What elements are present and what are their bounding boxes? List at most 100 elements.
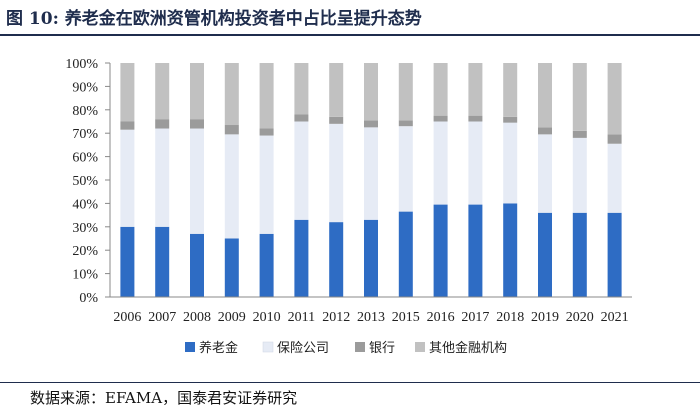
source-note: 数据来源：EFAMA，国泰君安证券研究 (30, 389, 298, 407)
bar-2006-series-1 (120, 129, 135, 227)
bar-2015-series-0 (398, 211, 413, 297)
bar-2007-series-1 (155, 128, 170, 227)
x-tick-label: 2020 (566, 310, 594, 325)
bar-2021-series-2 (607, 134, 622, 144)
bar-2018-series-3 (503, 63, 518, 117)
bar-2021-series-3 (607, 63, 622, 135)
x-tick-label: 2011 (288, 310, 315, 325)
y-tick-label: 30% (72, 221, 98, 236)
bar-2019-series-3 (538, 63, 552, 128)
bar-2009-series-2 (224, 125, 239, 135)
bar-2020-series-3 (572, 63, 587, 131)
bar-2021-series-1 (607, 143, 622, 213)
bar-2019-series-0 (538, 212, 552, 297)
y-tick-label: 50% (72, 174, 98, 189)
bar-2016-series-0 (433, 204, 448, 297)
bar-2008-series-3 (190, 63, 204, 120)
bar-2010-series-0 (259, 233, 274, 297)
legend-label-3: 其他金融机构 (429, 340, 507, 356)
bar-2009-series-0 (224, 238, 239, 297)
figure-title: 图 10: 养老金在欧洲资管机构投资者中占比呈提升态势 (6, 9, 422, 29)
legend-swatch-2 (355, 342, 365, 352)
bar-2016-series-3 (433, 63, 448, 116)
x-tick-label: 2008 (183, 310, 211, 325)
bar-2013-series-2 (364, 120, 378, 128)
bar-2011-series-1 (294, 121, 309, 220)
y-tick-label: 20% (72, 244, 98, 259)
bar-2012-series-2 (329, 116, 344, 124)
y-tick-label: 10% (72, 268, 98, 283)
bar-2012-series-3 (329, 63, 344, 117)
bar-2015-series-3 (398, 63, 413, 121)
y-tick-label: 90% (72, 80, 98, 95)
bar-2020-series-1 (572, 137, 587, 213)
title-divider (0, 34, 700, 36)
bars-layer (120, 63, 622, 297)
bar-2012-series-1 (329, 123, 344, 223)
x-tick-label: 2013 (357, 310, 385, 325)
x-tick-label: 2010 (253, 310, 281, 325)
x-tick-label: 2009 (218, 310, 246, 325)
bar-2010-series-3 (259, 63, 274, 129)
bar-2021-series-0 (607, 212, 622, 297)
legend-swatch-3 (415, 342, 425, 352)
bar-2019-series-1 (538, 134, 552, 213)
legend-swatch-0 (185, 342, 195, 352)
x-tick-label: 2012 (322, 310, 350, 325)
bar-2008-series-2 (190, 119, 204, 129)
bar-2017-series-1 (468, 121, 483, 205)
bar-2006-series-2 (120, 121, 135, 130)
bar-2016-series-2 (433, 115, 448, 122)
bar-2011-series-0 (294, 219, 309, 297)
x-tick-label: 2019 (531, 310, 559, 325)
bar-2016-series-1 (433, 121, 448, 205)
y-tick-label: 80% (72, 104, 98, 119)
bar-2013-series-1 (364, 127, 378, 220)
bar-2020-series-0 (572, 212, 587, 297)
bar-2007-series-3 (155, 63, 170, 120)
bar-2006-series-0 (120, 226, 135, 297)
bar-2018-series-2 (503, 116, 518, 123)
bar-2017-series-0 (468, 204, 483, 297)
legend: 养老金 保险公司 银行 其他金融机构 (185, 340, 507, 356)
bar-2015-series-1 (398, 126, 413, 212)
bar-2015-series-2 (398, 120, 413, 127)
legend-label-0: 养老金 (199, 340, 238, 356)
bar-2020-series-2 (572, 130, 587, 138)
x-tick-label: 2016 (427, 310, 455, 325)
bar-2008-series-1 (190, 128, 204, 234)
bar-2017-series-3 (468, 63, 483, 116)
bar-2009-series-1 (224, 134, 239, 239)
bar-2013-series-0 (364, 219, 378, 297)
bar-2011-series-3 (294, 63, 309, 115)
bar-2019-series-2 (538, 127, 552, 135)
x-tick-label: 2021 (601, 310, 629, 325)
y-tick-label: 70% (72, 127, 98, 142)
bar-2010-series-1 (259, 135, 274, 234)
bar-2017-series-2 (468, 115, 483, 122)
bar-2018-series-1 (503, 122, 518, 204)
bar-2008-series-0 (190, 233, 204, 297)
bar-2012-series-0 (329, 222, 344, 297)
bar-2013-series-3 (364, 63, 378, 121)
x-tick-label: 2018 (496, 310, 524, 325)
bar-2011-series-2 (294, 114, 309, 122)
source-divider (0, 382, 700, 383)
x-tick-label: 2007 (148, 310, 176, 325)
y-tick-label: 40% (72, 197, 98, 212)
bar-2009-series-3 (224, 63, 239, 126)
bar-2006-series-3 (120, 63, 135, 122)
x-tick-label: 2017 (461, 310, 489, 325)
bar-2018-series-0 (503, 203, 518, 297)
legend-label-2: 银行 (369, 341, 395, 356)
bar-2010-series-2 (259, 128, 274, 136)
legend-label-1: 保险公司 (277, 341, 329, 356)
x-tick-label: 2015 (392, 310, 420, 325)
stacked-bar-chart: 2006 2007 2008 2009 2010 2011 2012 2013 2015 2016… (65, 57, 632, 356)
y-tick-label: 60% (72, 151, 98, 166)
y-tick-label: 100% (65, 57, 98, 72)
x-tick-label: 2006 (113, 310, 141, 325)
axes-layer: 2006 2007 2008 2009 2010 2011 2012 2013 2015 2016… (65, 57, 632, 325)
bar-2007-series-0 (155, 226, 170, 297)
y-tick-label: 0% (79, 291, 98, 306)
